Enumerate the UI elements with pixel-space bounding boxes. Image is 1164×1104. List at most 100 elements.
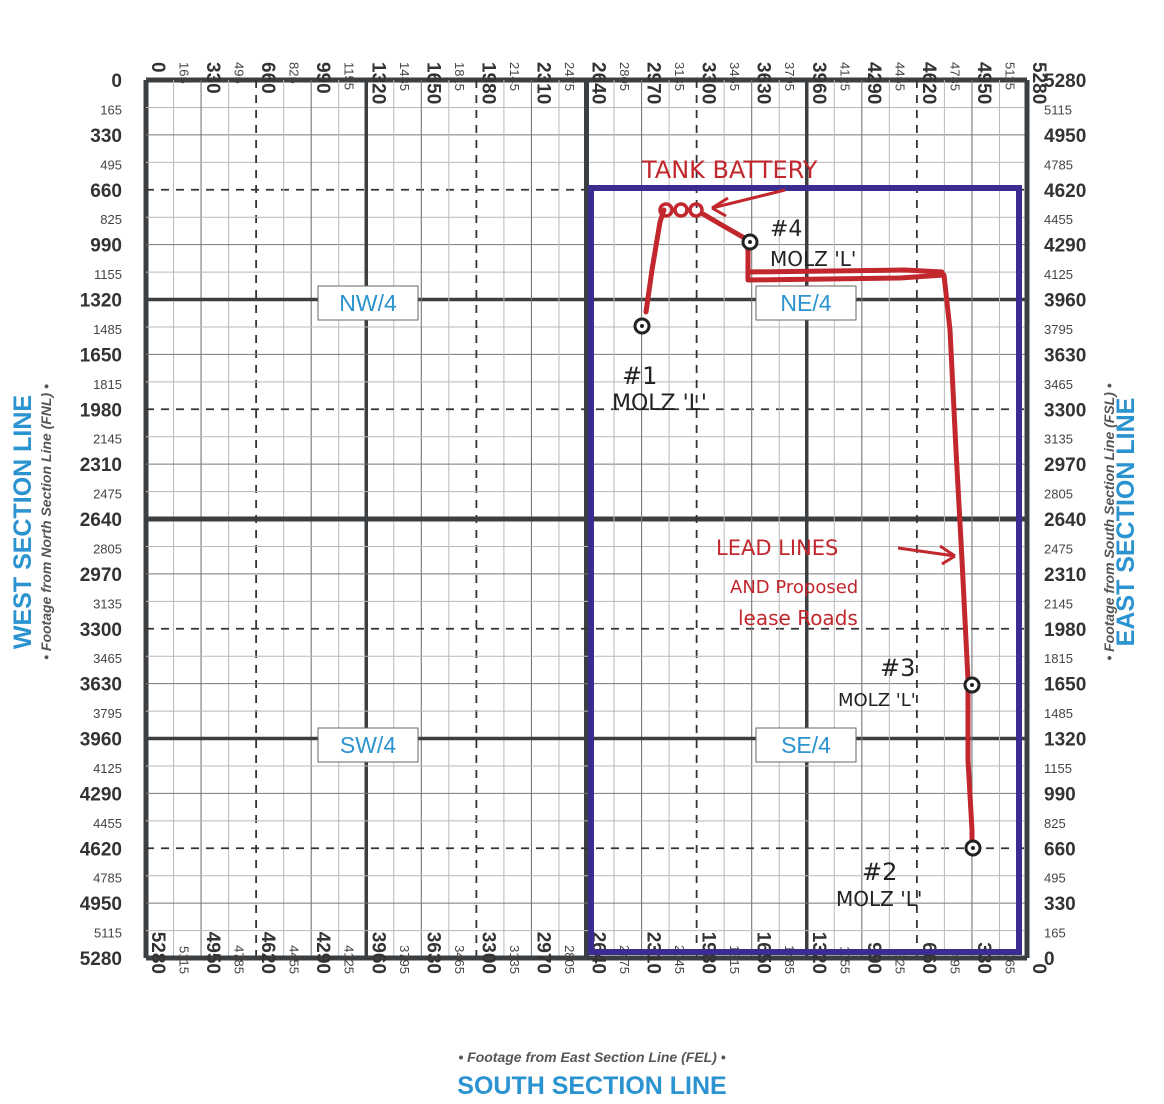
top-tick-label: 4290: [863, 62, 884, 104]
bottom-tick-label: 2970: [532, 932, 553, 974]
bottom-tick-label: 4785: [232, 945, 247, 974]
bottom-ticks: 5280 5115 4950 4785 4620 4455 4290 4125 3960 3795…: [147, 932, 1049, 974]
top-tick-label: 3135: [672, 62, 687, 91]
tank-icon: [673, 202, 689, 218]
right-tick-label: 990: [1044, 784, 1076, 805]
top-tick-label: 2475: [562, 62, 577, 91]
right-tick-label: 4290: [1044, 236, 1086, 257]
top-tick-label: 0: [147, 62, 168, 73]
left-tick-label: 3960: [80, 730, 122, 751]
well-2-lease: MOLZ 'L': [836, 887, 922, 911]
top-ticks: 0 165 330 495 660 825 990 1155 1320 1485 1650 1815 1…: [147, 62, 1049, 104]
well-3-lease: MOLZ 'L': [838, 690, 916, 711]
top-tick-label: 4455: [892, 62, 907, 91]
bottom-tick-label: 4950: [202, 932, 223, 974]
right-tick-label: 4125: [1044, 267, 1073, 282]
right-tick-label: 825: [1044, 816, 1066, 831]
right-tick-label: 1980: [1044, 620, 1086, 641]
left-tick-label: 2805: [93, 541, 122, 556]
quarter-sw: SW/4: [317, 727, 419, 763]
bottom-tick-label: 4290: [312, 932, 333, 974]
left-tick-label: 1485: [93, 322, 122, 337]
south-section-line-title: SOUTH SECTION LINE: [457, 1072, 726, 1100]
top-tick-label: 660: [257, 62, 278, 94]
top-tick-label: 4950: [973, 62, 994, 104]
well-2-number: #2: [862, 858, 897, 886]
well-3-number: #3: [880, 654, 915, 682]
right-ticks: 5280511549504785462044554290412539603795…: [1044, 71, 1086, 970]
left-tick-label: 4950: [80, 894, 122, 915]
right-tick-label: 4620: [1044, 181, 1086, 202]
lead-lines-label: LEAD LINES: [716, 536, 838, 560]
bottom-tick-label: 4455: [287, 945, 302, 974]
left-tick-label: 1980: [80, 400, 122, 421]
left-tick-label: 4125: [93, 761, 122, 776]
top-tick-label: 1485: [397, 62, 412, 91]
left-tick-label: 5115: [94, 926, 122, 941]
top-tick-label: 3465: [727, 62, 742, 91]
right-tick-label: 3960: [1044, 291, 1086, 312]
tank-battery-label: TANK BATTERY: [641, 156, 818, 184]
left-tick-label: 1650: [80, 345, 122, 366]
road-main: [745, 241, 971, 683]
top-tick-label: 2970: [643, 62, 664, 104]
left-tick-label: 4455: [93, 816, 122, 831]
right-tick-label: 1650: [1044, 675, 1086, 696]
left-tick-label: 3300: [80, 620, 122, 641]
well-4-number: #4: [770, 217, 802, 242]
bottom-tick-label: 2805: [562, 945, 577, 974]
quarter-se: SE/4: [755, 727, 857, 763]
top-tick-label: 5280: [1028, 62, 1049, 104]
right-tick-label: 3300: [1044, 400, 1086, 421]
top-tick-label: 1815: [452, 62, 467, 91]
bottom-tick-label: 0: [1028, 963, 1049, 974]
lead-lines-arrow: [897, 544, 956, 566]
left-tick-label: 2475: [93, 487, 122, 502]
lead-line-well-2: [965, 687, 975, 849]
left-tick-label: 3795: [93, 706, 122, 721]
left-tick-label: 5280: [80, 949, 122, 970]
right-tick-label: 3465: [1044, 377, 1073, 392]
fel-axis-label: • Footage from East Section Line (FEL) •: [458, 1049, 725, 1065]
top-tick-label: 825: [287, 62, 302, 84]
left-tick-label: 660: [90, 181, 122, 202]
lease-boundary: [588, 185, 1022, 955]
bottom-tick-label: 5280: [147, 932, 168, 974]
left-ticks: 0 165 330 495 660 825 990 1155 1320 1485 1650 1815 1…: [80, 71, 122, 970]
well-1-number: #1: [622, 362, 657, 390]
top-tick-label: 990: [312, 62, 333, 94]
top-tick-label: 4620: [918, 62, 939, 104]
bottom-tick-label: 3960: [367, 932, 388, 974]
proposed-line-1: AND Proposed: [730, 577, 858, 598]
top-tick-label: 330: [202, 62, 223, 94]
bottom-tick-label: 3135: [507, 945, 522, 974]
left-tick-label: 2970: [80, 565, 122, 586]
right-tick-label: 4950: [1044, 126, 1086, 147]
top-tick-label: 4125: [837, 62, 852, 91]
right-tick-label: 1320: [1044, 730, 1086, 751]
section-grid: [143, 77, 1030, 961]
bottom-tick-label: 4125: [342, 945, 357, 974]
bottom-tick-label: 5115: [177, 946, 192, 974]
left-tick-label: 4290: [80, 784, 122, 805]
top-tick-label: 3795: [782, 62, 797, 91]
top-tick-label: 2640: [588, 62, 609, 104]
road-upper-edge: [745, 267, 945, 275]
east-section-line-title: EAST SECTION LINE: [1112, 398, 1140, 647]
left-tick-label: 3630: [80, 675, 122, 696]
top-tick-label: 2310: [532, 62, 553, 104]
quarter-label-sw: SW/4: [340, 732, 396, 758]
left-tick-label: 825: [100, 212, 122, 227]
bottom-tick-label: 330: [973, 942, 994, 974]
right-tick-label: 1485: [1044, 706, 1073, 721]
left-tick-label: 330: [90, 126, 122, 147]
left-tick-label: 0: [111, 71, 122, 92]
right-tick-label: 4785: [1044, 157, 1073, 172]
quarter-ne: NE/4: [755, 285, 857, 321]
top-tick-label: 2145: [507, 62, 522, 91]
tank-icon: [688, 202, 704, 218]
quarter-label-ne: NE/4: [780, 290, 831, 316]
right-tick-label: 2475: [1044, 541, 1073, 556]
fsl-axis-label: • Footage from South Section Line (FSL) …: [1101, 383, 1117, 660]
